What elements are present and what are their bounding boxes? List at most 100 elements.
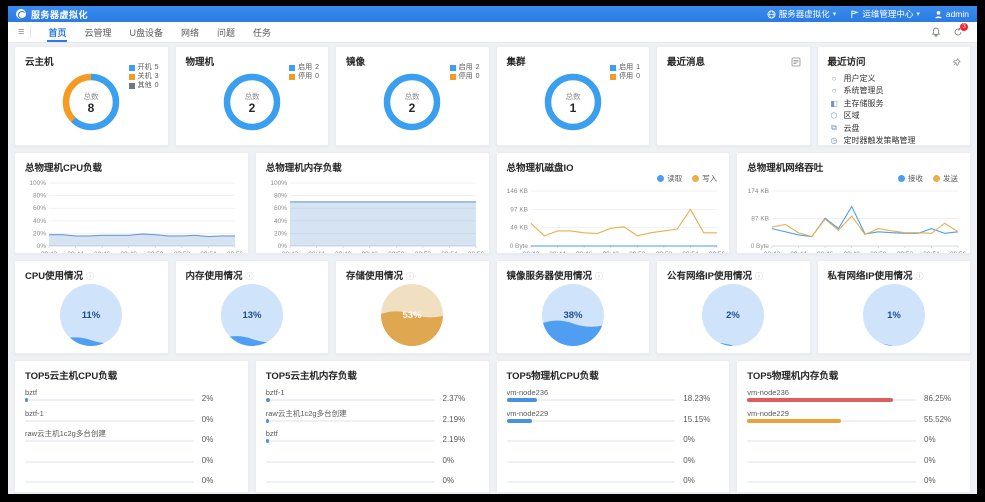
svg-text:09:50: 09:50 [629, 251, 646, 254]
topbar-menu-label: 运维管理中心 [862, 9, 914, 19]
info-icon[interactable]: ⓘ [86, 272, 95, 281]
recent-visit-link-3[interactable]: ⬡ 区域 [830, 110, 959, 123]
chevron-down-icon: ▾ [916, 11, 920, 18]
storage-icon: ◧ [830, 98, 838, 108]
gauge-wrap: 38% [497, 281, 650, 349]
legend-label: 启用 [458, 64, 473, 71]
recent-list: ○ 用户定义 ○ 系统管理员 ◧ 主存储服务 ⬡ 区域 ⧉ 云盘 ◷ 定时器触发策略管理 [818, 68, 971, 145]
top5-item-value: 0% [442, 476, 455, 485]
pin-icon[interactable] [952, 54, 961, 72]
card-title: 云主机 [25, 57, 54, 68]
top5-bar-track [25, 419, 194, 422]
svg-text:09:52: 09:52 [415, 251, 432, 254]
info-icon[interactable]: ⓘ [406, 272, 415, 281]
top5-item-value: 0% [924, 455, 936, 465]
chart-legend-item[interactable]: 发送 [933, 173, 958, 184]
recent-visit-link-2[interactable]: ◧ 主存储服务 [830, 97, 959, 110]
legend-dot-icon [692, 175, 700, 182]
gauge-title-text: 私有网络IP使用情况 [827, 271, 913, 282]
legend-swatch [289, 73, 296, 80]
nav-item-4[interactable]: 问题 [208, 22, 244, 42]
top5-item-label: bztf-1 [25, 408, 44, 418]
recent-visit-link-5[interactable]: ◷ 定时器触发策略管理 [830, 135, 959, 145]
top5-bar-track [506, 418, 676, 423]
gauge-title-text: 存储使用情况 [346, 271, 404, 282]
nav-item-label: 网络 [180, 27, 199, 38]
card-title: 最近消息 [667, 57, 706, 68]
bell-icon[interactable] [931, 27, 941, 37]
top5-item-0: vm-node236 18.23% [506, 388, 720, 403]
svg-text:20%: 20% [33, 230, 46, 237]
legend-label: 停用 [619, 73, 634, 80]
recent-visit-link-1[interactable]: ○ 系统管理员 [830, 85, 959, 98]
topbar-menu-flag[interactable]: 运维管理中心 ▾ [850, 8, 920, 20]
top5-bar [747, 398, 893, 402]
topbar-menu-user[interactable]: admin [934, 9, 969, 19]
gauge-chart: 11% [60, 284, 123, 346]
nav-item-1[interactable]: 云管理 [75, 22, 120, 42]
legend-swatch [128, 64, 135, 71]
recent-visit-label: 系统管理员 [843, 86, 884, 96]
top5-bar [265, 398, 270, 402]
top5-item-value: 0% [201, 476, 214, 485]
top5-item-label [747, 450, 916, 459]
top5-bar-track [747, 418, 916, 423]
info-icon[interactable]: ⓘ [915, 272, 924, 281]
info-icon[interactable]: ⓘ [595, 272, 604, 281]
svg-text:60%: 60% [33, 205, 46, 212]
top5-list: vm-node236 18.23% vm-node229 15.15% 0% 0% 0% [497, 382, 730, 485]
top5-card-1: TOP5云主机内存负载 bztf-1 2.37% raw云主机1c2g多台创建 2.19… [254, 360, 490, 493]
summary-row: 云主机 开机 5 关机 3 其他 0 总数 8 物理机 启用 2 停用 0 总数 2 镜像 启用 2 停用 0 总数 2 集群… [14, 46, 971, 146]
recent-visit-link-4[interactable]: ⧉ 云盘 [830, 122, 959, 135]
nav-item-3[interactable]: 网络 [172, 22, 208, 42]
legend-swatch [610, 73, 617, 80]
info-icon[interactable]: ⓘ [245, 272, 254, 281]
list-icon[interactable] [791, 54, 801, 72]
donut-wrap: 总数 1 [497, 69, 650, 135]
recent-visit-label: 云盘 [843, 123, 860, 133]
top5-item-label: bztf [25, 388, 38, 397]
donut-chart: 总数8 [63, 73, 120, 131]
top5-bar-track [747, 398, 916, 402]
donut-chart: 总数2 [384, 73, 441, 131]
top5-item-label: raw云主机1c2g多台创建 [25, 429, 106, 438]
top5-item-value: 0% [442, 455, 455, 465]
dashboard-content: 云主机 开机 5 关机 3 其他 0 总数 8 物理机 启用 2 停用 0 总数 2 镜像 启用 2 停用 0 总数 2 集群… [8, 43, 977, 493]
nav-item-2[interactable]: U盘设备 [120, 22, 172, 42]
app-window: 服务器虚拟化 服务器虚拟化 ▾ 运维管理中心 ▾ admin ≡ 首页 云管理 U盘设备 网络… [8, 6, 977, 494]
chart-legend-item[interactable]: 读取 [657, 173, 682, 184]
legend-swatch [449, 64, 456, 71]
app-logo-icon [16, 9, 26, 19]
line-chart-card-0: 总物理机CPU负载 0% 20% 40% 60% 80% 100% 09:42 09:44 09:… [14, 152, 249, 254]
nav-item-0[interactable]: 首页 [39, 22, 75, 42]
top5-item-3: 0% [747, 450, 960, 465]
refresh-icon[interactable]: 3 [953, 23, 968, 37]
donut-legend: 开机 5 关机 3 其他 0 [128, 63, 159, 90]
legend-dot-icon [898, 175, 905, 182]
svg-text:09:52: 09:52 [896, 251, 913, 254]
svg-text:总数: 总数 [84, 91, 99, 101]
top5-bar-track [265, 439, 435, 443]
top5-bar-track [747, 460, 916, 463]
nav-item-5[interactable]: 任务 [244, 22, 280, 42]
info-icon[interactable]: ⓘ [754, 272, 763, 281]
app-title: 服务器虚拟化 [31, 9, 89, 20]
svg-text:09:44: 09:44 [790, 251, 807, 254]
top-bar: 服务器虚拟化 服务器虚拟化 ▾ 运维管理中心 ▾ admin [8, 6, 977, 22]
top5-item-0: bztf-1 2.37% [265, 388, 479, 403]
zone-icon: ⬡ [830, 111, 838, 121]
chart-legend-label: 发送 [943, 174, 958, 183]
chart-legend-item[interactable]: 接收 [898, 173, 923, 184]
svg-text:总数: 总数 [565, 91, 580, 101]
topbar-menu-globe[interactable]: 服务器虚拟化 ▾ [767, 8, 836, 20]
line-chart-svg: 0% 20% 40% 60% 80% 100% 09:42 09:44 09:46 09:48 09… [271, 180, 485, 254]
svg-text:09:46: 09:46 [335, 251, 352, 254]
donut-card-1: 物理机 启用 2 停用 0 总数 2 [174, 46, 329, 146]
legend-label: 启用 [619, 64, 634, 71]
chart-legend-item[interactable]: 写入 [692, 173, 717, 184]
top5-item-label: vm-node229 [747, 408, 789, 418]
svg-text:09:50: 09:50 [148, 251, 165, 254]
recent-visit-link-0[interactable]: ○ 用户定义 [830, 72, 959, 85]
hamburger-icon[interactable]: ≡ [18, 26, 25, 38]
